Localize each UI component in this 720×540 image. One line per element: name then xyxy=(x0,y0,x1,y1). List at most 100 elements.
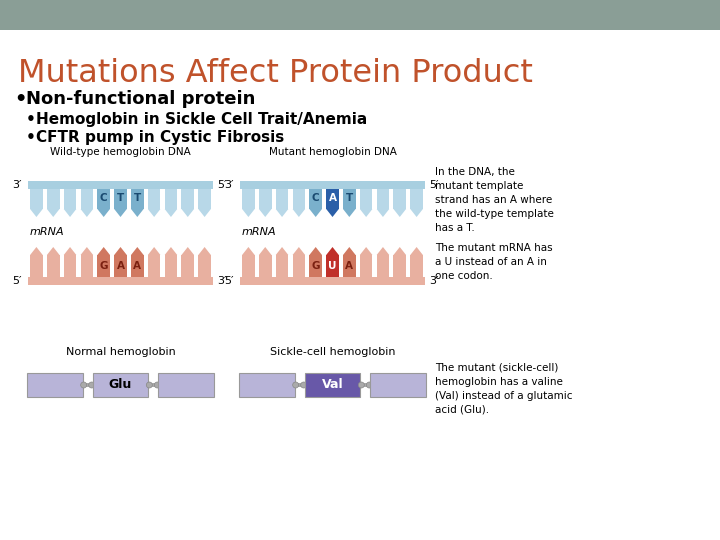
Polygon shape xyxy=(114,247,127,255)
Bar xyxy=(259,189,271,209)
Polygon shape xyxy=(198,247,211,255)
Text: •: • xyxy=(14,90,27,109)
Polygon shape xyxy=(64,247,76,255)
Bar xyxy=(47,255,60,277)
Polygon shape xyxy=(360,209,372,217)
Bar xyxy=(28,277,213,285)
Bar xyxy=(30,255,42,277)
Circle shape xyxy=(154,382,161,388)
Bar xyxy=(343,255,356,277)
FancyBboxPatch shape xyxy=(158,373,214,397)
Polygon shape xyxy=(198,209,211,217)
Bar xyxy=(359,383,372,387)
Bar xyxy=(114,189,127,209)
Polygon shape xyxy=(97,209,110,217)
Polygon shape xyxy=(326,209,339,217)
Bar xyxy=(310,255,322,277)
Bar xyxy=(198,255,211,277)
Text: C: C xyxy=(312,193,320,203)
Bar xyxy=(64,189,76,209)
Bar xyxy=(276,255,288,277)
Polygon shape xyxy=(393,209,406,217)
Bar xyxy=(114,255,127,277)
Bar xyxy=(410,255,423,277)
Text: mRNA: mRNA xyxy=(30,227,65,237)
Polygon shape xyxy=(165,209,177,217)
Bar xyxy=(377,189,390,209)
Text: The mutant mRNA has
a U instead of an A in
one codon.: The mutant mRNA has a U instead of an A … xyxy=(435,243,553,281)
Text: G: G xyxy=(312,261,320,271)
Bar xyxy=(276,189,288,209)
Text: Non-functional protein: Non-functional protein xyxy=(26,90,256,108)
Text: T: T xyxy=(134,193,141,203)
Bar xyxy=(294,383,306,387)
FancyBboxPatch shape xyxy=(27,373,83,397)
Polygon shape xyxy=(148,209,161,217)
Bar xyxy=(393,255,406,277)
Bar xyxy=(292,255,305,277)
Text: A: A xyxy=(328,193,336,203)
Polygon shape xyxy=(292,209,305,217)
Bar xyxy=(377,255,390,277)
Bar xyxy=(343,189,356,209)
Polygon shape xyxy=(30,209,42,217)
Circle shape xyxy=(301,382,307,388)
Text: 5′: 5′ xyxy=(217,180,227,190)
Text: Sickle-cell hemoglobin: Sickle-cell hemoglobin xyxy=(270,347,395,357)
Text: CFTR pump in Cystic Fibrosis: CFTR pump in Cystic Fibrosis xyxy=(36,130,284,145)
Polygon shape xyxy=(292,247,305,255)
Text: Hemoglobin in Sickle Cell Trait/Anemia: Hemoglobin in Sickle Cell Trait/Anemia xyxy=(36,112,367,127)
Text: Wild-type hemoglobin DNA: Wild-type hemoglobin DNA xyxy=(50,147,191,157)
Text: mRNA: mRNA xyxy=(242,227,276,237)
Bar xyxy=(259,255,271,277)
Bar xyxy=(242,189,255,209)
Polygon shape xyxy=(181,247,194,255)
Polygon shape xyxy=(81,209,93,217)
Polygon shape xyxy=(242,247,255,255)
Text: In the DNA, the
mutant template
strand has an A where
the wild-type template
has: In the DNA, the mutant template strand h… xyxy=(435,167,554,233)
Polygon shape xyxy=(30,247,42,255)
Text: T: T xyxy=(346,193,353,203)
Text: A: A xyxy=(133,261,141,271)
Text: A: A xyxy=(117,261,125,271)
Polygon shape xyxy=(393,247,406,255)
Text: Mutations Affect Protein Product: Mutations Affect Protein Product xyxy=(18,58,533,89)
Polygon shape xyxy=(410,247,423,255)
Bar xyxy=(0,0,720,30)
Polygon shape xyxy=(259,247,271,255)
FancyBboxPatch shape xyxy=(305,373,360,397)
Text: Glu: Glu xyxy=(109,379,132,392)
Text: 5′: 5′ xyxy=(225,276,234,286)
Bar xyxy=(242,255,255,277)
Polygon shape xyxy=(310,247,322,255)
Text: G: G xyxy=(99,261,108,271)
Polygon shape xyxy=(377,209,390,217)
Polygon shape xyxy=(148,247,161,255)
Bar xyxy=(360,255,372,277)
Bar xyxy=(165,189,177,209)
Polygon shape xyxy=(47,247,60,255)
Text: •: • xyxy=(26,112,36,127)
Text: 3′: 3′ xyxy=(217,276,227,286)
Text: The mutant (sickle-cell)
hemoglobin has a valine
(Val) instead of a glutamic
aci: The mutant (sickle-cell) hemoglobin has … xyxy=(435,363,572,415)
Text: A: A xyxy=(346,261,354,271)
Text: 5′: 5′ xyxy=(12,276,22,286)
Text: •: • xyxy=(26,130,36,145)
Bar xyxy=(97,255,110,277)
Bar xyxy=(64,255,76,277)
Polygon shape xyxy=(131,209,143,217)
Text: C: C xyxy=(100,193,107,203)
FancyBboxPatch shape xyxy=(370,373,426,397)
Polygon shape xyxy=(114,209,127,217)
Bar xyxy=(360,189,372,209)
Bar xyxy=(81,255,93,277)
Polygon shape xyxy=(410,209,423,217)
Bar xyxy=(165,255,177,277)
Text: 3′: 3′ xyxy=(225,180,234,190)
Bar xyxy=(198,189,211,209)
Bar xyxy=(81,383,94,387)
Text: 3′: 3′ xyxy=(12,180,22,190)
Polygon shape xyxy=(276,247,288,255)
Polygon shape xyxy=(47,209,60,217)
Polygon shape xyxy=(64,209,76,217)
